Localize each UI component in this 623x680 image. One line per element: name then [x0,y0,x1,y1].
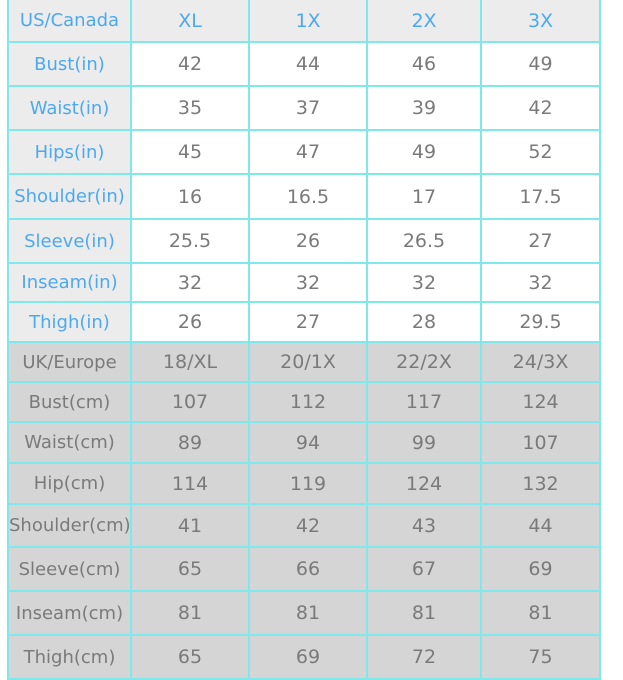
measurement-value: 67 [366,546,482,592]
measurement-label: Shoulder(cm) [7,503,132,548]
measurement-value: 117 [366,381,482,423]
measurement-label: Sleeve(in) [7,218,132,264]
uk-header-row: UK/Europe 18/XL 20/1X 22/2X 24/3X [7,341,601,383]
table-row: Shoulder(in) 16 16.5 17 17.5 [7,173,601,220]
table-row: Thigh(in) 26 27 28 29.5 [7,301,601,343]
measurement-value: 49 [480,41,601,87]
measurement-value: 43 [366,503,482,548]
measurement-value: 81 [130,590,250,636]
measurement-value: 44 [248,41,368,87]
measurement-value: 107 [130,381,250,423]
measurement-label: Sleeve(cm) [7,546,132,592]
measurement-value: 45 [130,129,250,175]
table-row: Shoulder(cm) 41 42 43 44 [7,503,601,548]
measurement-value: 124 [480,381,601,423]
measurement-value: 39 [366,85,482,131]
measurement-label: Waist(in) [7,85,132,131]
size-header: 20/1X [248,341,368,383]
size-header: 3X [480,0,601,43]
region-header: UK/Europe [7,341,132,383]
measurement-value: 124 [366,462,482,505]
measurement-value: 69 [248,634,368,680]
measurement-value: 28 [366,301,482,343]
measurement-label: Thigh(cm) [7,634,132,680]
measurement-value: 32 [130,262,250,303]
measurement-value: 65 [130,546,250,592]
table-row: Hips(in) 45 47 49 52 [7,129,601,175]
table-row: Inseam(cm) 81 81 81 81 [7,590,601,636]
measurement-value: 16 [130,173,250,220]
measurement-value: 35 [130,85,250,131]
measurement-value: 99 [366,421,482,464]
measurement-value: 17.5 [480,173,601,220]
measurement-value: 25.5 [130,218,250,264]
measurement-value: 65 [130,634,250,680]
measurement-label: Hip(cm) [7,462,132,505]
size-header: XL [130,0,250,43]
measurement-label: Hips(in) [7,129,132,175]
measurement-value: 41 [130,503,250,548]
measurement-value: 27 [248,301,368,343]
measurement-value: 37 [248,85,368,131]
measurement-label: Shoulder(in) [7,173,132,220]
table-row: Thigh(cm) 65 69 72 75 [7,634,601,680]
measurement-value: 75 [480,634,601,680]
size-chart-table: US/Canada XL 1X 2X 3X Bust(in) 42 44 46 49 Waist(i… [7,0,601,680]
measurement-value: 47 [248,129,368,175]
size-header: 24/3X [480,341,601,383]
table-row: Inseam(in) 32 32 32 32 [7,262,601,303]
measurement-value: 107 [480,421,601,464]
size-header: 1X [248,0,368,43]
measurement-label: Inseam(cm) [7,590,132,636]
measurement-value: 112 [248,381,368,423]
table-row: Waist(in) 35 37 39 42 [7,85,601,131]
measurement-value: 27 [480,218,601,264]
measurement-label: Waist(cm) [7,421,132,464]
measurement-value: 42 [248,503,368,548]
measurement-value: 26 [248,218,368,264]
table-row: Bust(in) 42 44 46 49 [7,41,601,87]
us-header-row: US/Canada XL 1X 2X 3X [7,0,601,43]
region-header: US/Canada [7,0,132,43]
measurement-value: 49 [366,129,482,175]
measurement-value: 17 [366,173,482,220]
table-row: Waist(cm) 89 94 99 107 [7,421,601,464]
size-header: 18/XL [130,341,250,383]
measurement-value: 81 [480,590,601,636]
measurement-label: Inseam(in) [7,262,132,303]
measurement-value: 32 [480,262,601,303]
measurement-label: Thigh(in) [7,301,132,343]
measurement-value: 16.5 [248,173,368,220]
measurement-value: 32 [248,262,368,303]
table-row: Hip(cm) 114 119 124 132 [7,462,601,505]
measurement-label: Bust(in) [7,41,132,87]
measurement-value: 52 [480,129,601,175]
measurement-value: 32 [366,262,482,303]
size-header: 22/2X [366,341,482,383]
measurement-value: 81 [248,590,368,636]
measurement-value: 44 [480,503,601,548]
measurement-value: 119 [248,462,368,505]
size-header: 2X [366,0,482,43]
measurement-value: 46 [366,41,482,87]
measurement-value: 81 [366,590,482,636]
measurement-value: 94 [248,421,368,464]
measurement-value: 89 [130,421,250,464]
measurement-value: 42 [130,41,250,87]
measurement-value: 42 [480,85,601,131]
measurement-value: 114 [130,462,250,505]
measurement-value: 69 [480,546,601,592]
measurement-value: 29.5 [480,301,601,343]
measurement-value: 132 [480,462,601,505]
table-row: Sleeve(in) 25.5 26 26.5 27 [7,218,601,264]
measurement-value: 72 [366,634,482,680]
measurement-value: 26.5 [366,218,482,264]
measurement-value: 66 [248,546,368,592]
table-row: Bust(cm) 107 112 117 124 [7,381,601,423]
measurement-label: Bust(cm) [7,381,132,423]
measurement-value: 26 [130,301,250,343]
table-row: Sleeve(cm) 65 66 67 69 [7,546,601,592]
